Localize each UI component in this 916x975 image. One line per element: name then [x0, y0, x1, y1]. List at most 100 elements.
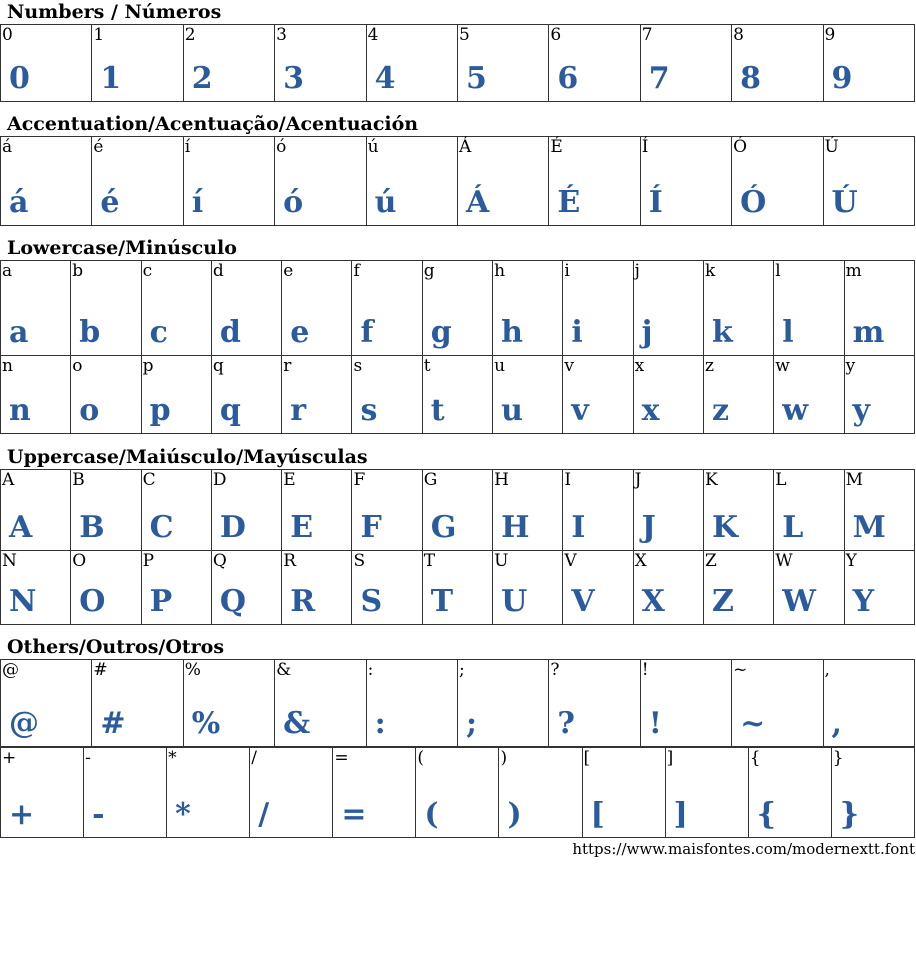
- glyph-sample: p: [149, 393, 171, 428]
- glyph-cell: {{: [747, 747, 832, 838]
- glyph-sample: J: [641, 510, 656, 545]
- character-label: I: [564, 470, 572, 490]
- character-label: F: [353, 470, 366, 490]
- glyph-sample: T: [430, 584, 454, 619]
- character-label: H: [494, 470, 509, 490]
- character-label: 5: [458, 25, 470, 45]
- glyph-cell: %%: [182, 659, 276, 747]
- glyph-sample: 5: [465, 61, 487, 96]
- glyph-cell: --: [83, 747, 168, 838]
- glyph-sample: f: [360, 315, 374, 350]
- glyph-cell: = =: [332, 747, 417, 838]
- glyph-sample: í: [191, 185, 204, 220]
- glyph-sample: O: [79, 584, 106, 619]
- glyph-cell: [[: [581, 747, 666, 838]
- character-label: e: [283, 261, 294, 281]
- character-label: =: [334, 748, 349, 768]
- glyph-sample: w: [782, 393, 809, 428]
- character-label: 1: [93, 25, 105, 45]
- character-label: 6: [550, 25, 562, 45]
- character-label: f: [353, 261, 360, 281]
- glyph-sample: 0: [9, 61, 30, 96]
- glyph-sample: h: [501, 315, 523, 350]
- glyph-sample: E: [290, 510, 314, 545]
- character-label: K: [704, 470, 718, 490]
- glyph-sample: -: [92, 797, 105, 832]
- glyph-sample: ): [507, 797, 522, 832]
- character-label: 8: [733, 25, 744, 45]
- character-label: :: [367, 660, 374, 680]
- glyph-sample: ]: [673, 797, 688, 832]
- glyph-sample: *: [175, 797, 191, 832]
- glyph-sample: É: [557, 185, 581, 220]
- character-label: é: [93, 137, 104, 157]
- character-label: +: [2, 748, 17, 768]
- glyph-sample: c: [149, 315, 168, 350]
- glyph-sample: G: [430, 510, 457, 545]
- glyph-sample: i: [571, 315, 583, 350]
- glyph-sample: U: [501, 584, 528, 619]
- character-label: l: [775, 261, 781, 281]
- character-label: /: [251, 748, 257, 768]
- character-label: V: [564, 551, 577, 571]
- character-label: x: [634, 356, 645, 376]
- glyph-sample: A: [9, 510, 33, 545]
- character-label: J: [634, 470, 642, 490]
- glyph-cell: # #: [91, 659, 184, 747]
- glyph-sample: Ú: [831, 185, 858, 220]
- character-label: ): [500, 748, 508, 768]
- character-label: Ó: [733, 137, 748, 157]
- character-label: z: [704, 356, 714, 376]
- character-label: N: [2, 551, 17, 571]
- glyph-sample: á: [9, 185, 29, 220]
- glyph-sample: Z: [711, 584, 734, 619]
- character-label: o: [72, 356, 83, 376]
- glyph-sample: V: [571, 584, 595, 619]
- glyph-sample: 9: [831, 61, 853, 96]
- character-label: j: [634, 261, 640, 281]
- font-specimen: Numbers / Números 0 0 1 1 2 2 3 3 4 4 5 5 6 6 7 7 8 8 9 9 Acc…: [0, 1, 916, 838]
- glyph-cell: !!: [639, 659, 733, 747]
- glyph-sample: 6: [557, 61, 579, 96]
- glyph-sample: K: [711, 510, 739, 545]
- glyph-cell: + +: [0, 747, 85, 838]
- glyph-sample: v: [571, 393, 589, 428]
- character-label: R: [283, 551, 296, 571]
- character-label: G: [423, 470, 438, 490]
- glyph-cell: * *: [166, 747, 251, 838]
- glyph-sample: N: [9, 584, 37, 619]
- glyph-cell: ;;: [456, 659, 550, 747]
- glyph-sample: k: [711, 315, 733, 350]
- glyph-sample: b: [79, 315, 101, 350]
